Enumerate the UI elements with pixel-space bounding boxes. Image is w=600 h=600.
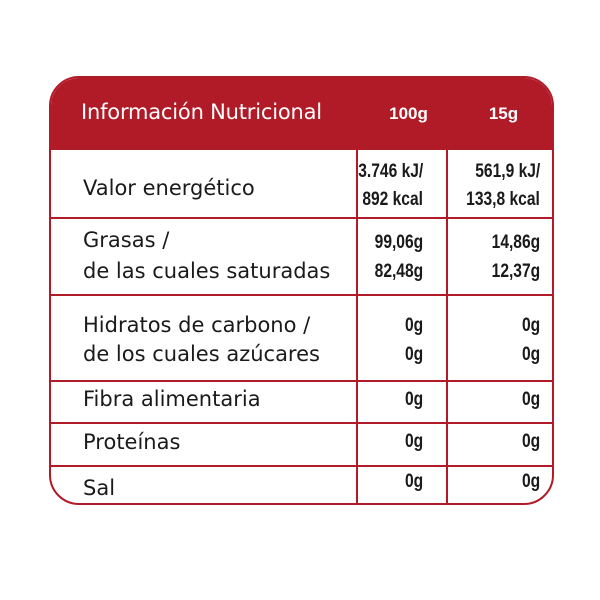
value-100g: 82,48g [374,261,423,282]
row-divider [51,422,552,424]
value-100g: 0g [404,471,423,492]
value-100g: 892 kcal [362,189,423,210]
value-100g: 0g [404,389,423,410]
row-divider [51,465,552,467]
row-divider [51,217,552,219]
row-label: Valor energético [83,176,255,200]
value-15g: 0g [521,344,540,365]
value-100g: 0g [404,431,423,452]
row-label: Sal [83,476,116,500]
value-15g: 0g [521,315,540,336]
value-100g: 0g [404,315,423,336]
row-label: Fibra alimentaria [83,387,261,411]
value-15g: 561,9 kJ/ [475,161,540,182]
table-title: Información Nutricional [81,100,322,124]
value-15g: 133,8 kcal [466,189,540,210]
column-divider [446,150,448,503]
row-label: Grasas / [83,228,170,252]
row-divider [51,294,552,296]
row-sublabel: de las cuales saturadas [83,259,331,283]
value-100g: 0g [404,344,423,365]
value-15g: 0g [521,431,540,452]
nutrition-table: Información Nutricional 100g 15g Valor e… [49,76,554,505]
value-15g: 0g [521,471,540,492]
row-divider [51,380,552,382]
value-15g: 14,86g [491,232,540,253]
column-header-100g: 100g [389,104,428,123]
row-sublabel: de los cuales azúcares [83,342,320,366]
row-label: Proteínas [83,430,181,454]
value-100g: 3.746 kJ/ [358,161,423,182]
table-header: Información Nutricional 100g 15g [51,78,552,150]
column-divider [356,150,358,503]
column-header-15g: 15g [488,104,519,123]
value-15g: 0g [521,389,540,410]
row-label: Hidratos de carbono / [83,313,311,337]
value-15g: 12,37g [491,261,540,282]
value-100g: 99,06g [374,232,423,253]
